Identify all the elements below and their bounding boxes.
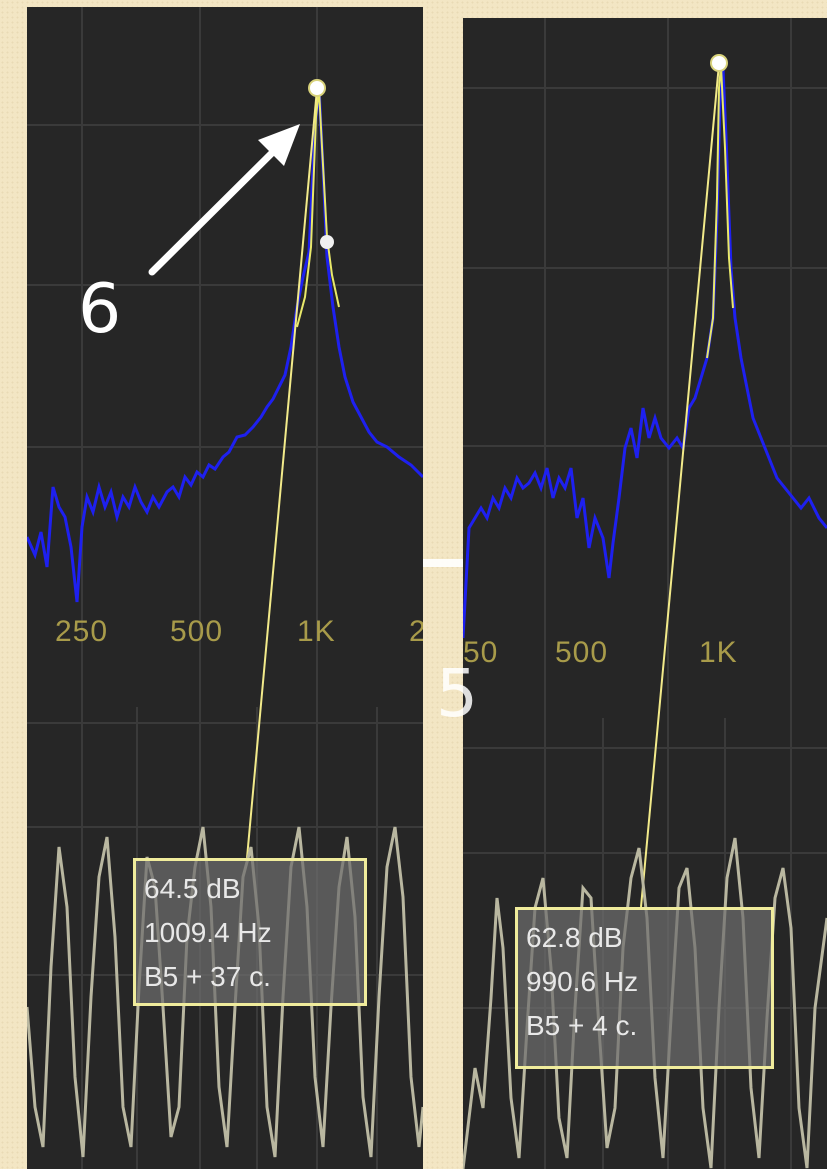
axis-label-2k: 2	[409, 615, 423, 648]
peak-line	[246, 88, 318, 859]
spectrum-trace-secondary	[706, 65, 734, 359]
readout-level: 64.5 dB	[144, 873, 241, 904]
readout-frequency: 1009.4 Hz	[144, 917, 272, 948]
spectrum-panel-right: 50 500 1K 62.8 dB 990.6 Hz B5 + 4 c.	[463, 18, 827, 1169]
axis-label-250: 250	[55, 615, 109, 648]
arrow-shaft	[148, 141, 284, 276]
peak-readout-left: 64.5 dB 1009.4 Hz B5 + 37 c.	[133, 858, 367, 1006]
peak-line	[640, 63, 720, 908]
axis-label-250: 50	[463, 636, 499, 669]
axis-label-500: 500	[170, 615, 224, 648]
secondary-peak-marker	[320, 235, 334, 249]
callout-number-label: 6	[78, 270, 122, 349]
spectrum-trace	[27, 86, 423, 603]
waveform-trace	[463, 837, 827, 1169]
readout-frequency: 990.6 Hz	[526, 966, 639, 997]
peak-readout-right: 62.8 dB 990.6 Hz B5 + 4 c.	[515, 907, 774, 1069]
arrow-head	[258, 124, 300, 166]
axis-label-1k: 1K	[297, 615, 336, 648]
peak-marker-icon	[710, 54, 728, 72]
axis-label-500: 500	[555, 636, 609, 669]
readout-note: B5 + 37 c.	[144, 961, 271, 992]
spectrum-trace	[463, 67, 827, 639]
axis-label-1k: 1K	[699, 636, 738, 669]
readout-note: B5 + 4 c.	[526, 1010, 638, 1041]
readout-level: 62.8 dB	[526, 922, 623, 953]
ghost-number-label: 5	[436, 655, 478, 732]
peak-marker-icon	[308, 79, 326, 97]
waveform-trace	[27, 826, 423, 1158]
ghost-bar	[423, 559, 463, 567]
